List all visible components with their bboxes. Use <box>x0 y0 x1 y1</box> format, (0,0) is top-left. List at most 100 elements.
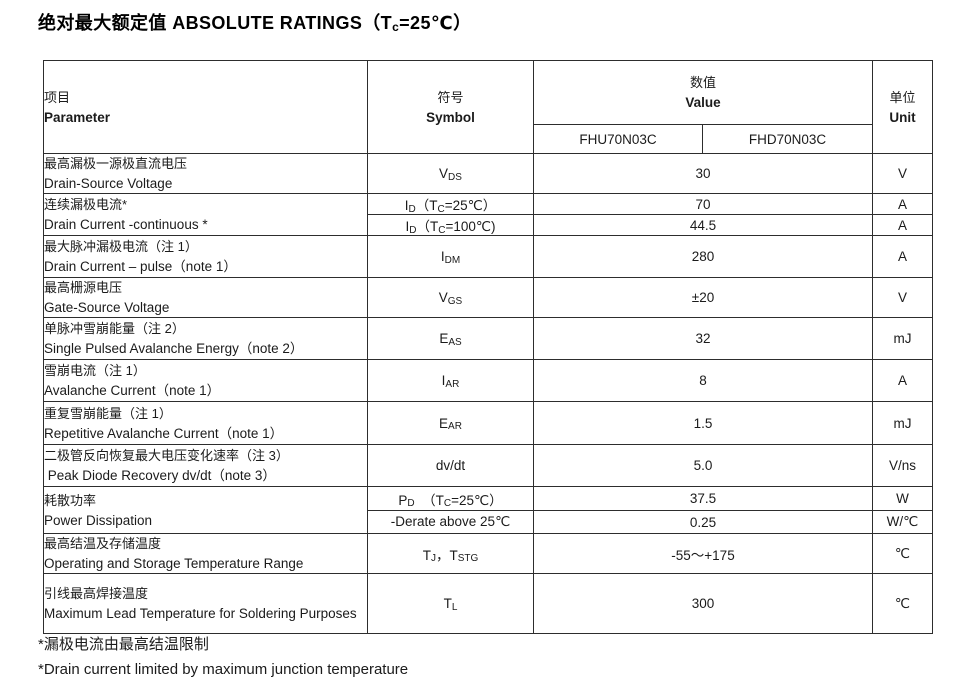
param-zh: 最高漏极一源极直流电压 <box>44 156 188 171</box>
param-cell-id: 连续漏极电流* Drain Current -continuous * <box>43 193 368 236</box>
symbol-cell-idm: IDM <box>367 235 534 278</box>
symbol-cell-iar: IAR <box>367 359 534 402</box>
row-repetitive-avalanche-energy: 重复雪崩能量（注 1） Repetitive Avalanche Current… <box>43 401 933 445</box>
param-en: Repetitive Avalanche Current（note 1） <box>44 425 284 441</box>
param-cell-ear: 重复雪崩能量（注 1） Repetitive Avalanche Current… <box>43 401 368 445</box>
header-row-models: FHU70N03C FHD70N03C <box>44 124 933 154</box>
param-zh: 连续漏极电流* <box>44 197 128 212</box>
row-gate-source-voltage: 最高栅源电压 Gate-Source Voltage VGS ±20 V <box>43 277 933 318</box>
unit-cell-iar: A <box>872 359 933 402</box>
value-cell-derate: 0.25 <box>533 510 873 534</box>
footnote-en: *Drain current limited by maximum juncti… <box>38 661 409 678</box>
unit-cell-id-100c: A <box>872 214 933 236</box>
value-cell-tj: -55～+175 <box>533 533 873 574</box>
param-cell-idm: 最大脉冲漏极电流（注 1） Drain Current – pulse（note… <box>43 235 368 278</box>
row-peak-diode-recovery-dvdt: 二极管反向恢复最大电压变化速率（注 3） Peak Diode Recovery… <box>43 444 933 487</box>
param-zh: 引线最高焊接温度 <box>44 586 149 601</box>
param-en: Single Pulsed Avalanche Energy（note 2） <box>44 341 304 356</box>
param-zh: 最高结温及存储温度 <box>44 536 162 551</box>
page-title: 绝对最大额定值 ABSOLUTE RATINGS（Tc=25℃） <box>38 13 472 34</box>
param-zh: 单脉冲雪崩能量（注 2） <box>44 321 185 336</box>
value-cell-tl: 300 <box>533 573 873 634</box>
value-cell-pd: 37.5 <box>533 486 873 511</box>
symbol-cell-eas: EAS <box>367 317 534 360</box>
value-cell-eas: 32 <box>533 317 873 360</box>
header-value-cell: 数值 Value <box>533 60 873 125</box>
unit-cell-dvdt: V/ns <box>872 444 933 487</box>
symbol-cell-dvdt: dv/dt <box>367 444 534 487</box>
symbol-cell-pd: PD （TC=25℃） <box>367 486 534 511</box>
symbol-cell-vgs: VGS <box>367 277 534 318</box>
symbol-cell-id-100c: ID（TC=100℃) <box>367 214 534 236</box>
value-cell-iar: 8 <box>533 359 873 402</box>
param-en: Power Dissipation <box>44 512 153 528</box>
symbol-cell-vds: VDS <box>367 153 534 194</box>
value-cell-idm: 280 <box>533 235 873 278</box>
row-derate-above-25c: -Derate above 25℃ 0.25 W/℃ <box>44 510 933 534</box>
header-row-main: 项目 Parameter 符号 Symbol 数值 Value 单位 Unit <box>43 60 933 154</box>
unit-cell-ear: mJ <box>872 401 933 445</box>
param-zh: 最高栅源电压 <box>44 280 123 295</box>
header-model-fhd70n03c: FHD70N03C <box>702 124 873 154</box>
header-value-en: Value <box>685 95 721 110</box>
symbol-cell-id-25c: ID（TC=25℃） <box>367 193 534 215</box>
header-value-zh: 数值 <box>689 75 716 90</box>
symbol-cell-derate: -Derate above 25℃ <box>367 510 534 534</box>
header-unit-zh: 单位 <box>889 89 916 105</box>
param-cell-pd: 耗散功率 Power Dissipation <box>43 486 368 534</box>
param-en: Drain Current – pulse（note 1） <box>44 259 237 274</box>
value-cell-dvdt: 5.0 <box>533 444 873 487</box>
param-cell-iar: 雪崩电流（注 1） Avalanche Current（note 1） <box>43 359 368 402</box>
param-en: Operating and Storage Temperature Range <box>44 556 304 571</box>
unit-cell-eas: mJ <box>872 317 933 360</box>
header-symbol-cell: 符号 Symbol <box>367 60 534 154</box>
header-symbol-zh: 符号 <box>437 89 464 105</box>
param-en: Drain-Source Voltage <box>44 176 173 191</box>
header-parameter-en: Parameter <box>44 109 111 125</box>
row-avalanche-current: 雪崩电流（注 1） Avalanche Current（note 1） IAR … <box>43 359 933 402</box>
header-parameter-cell: 项目 Parameter <box>43 60 368 154</box>
row-lead-temperature: 引线最高焊接温度 Maximum Lead Temperature for So… <box>43 573 933 634</box>
row-single-pulsed-avalanche-energy: 单脉冲雪崩能量（注 2） Single Pulsed Avalanche Ene… <box>43 317 933 360</box>
value-cell-vgs: ±20 <box>533 277 873 318</box>
param-cell-vds: 最高漏极一源极直流电压 Drain-Source Voltage <box>43 153 368 194</box>
value-cell-id-25c: 70 <box>533 193 873 215</box>
param-zh: 最大脉冲漏极电流（注 1） <box>44 239 198 254</box>
param-en: Gate-Source Voltage <box>44 300 170 315</box>
unit-cell-idm: A <box>872 235 933 278</box>
unit-cell-derate: W/℃ <box>872 510 933 534</box>
row-operating-storage-temperature: 最高结温及存储温度 Operating and Storage Temperat… <box>43 533 933 574</box>
param-cell-tj: 最高结温及存储温度 Operating and Storage Temperat… <box>43 533 368 574</box>
param-en: Drain Current -continuous * <box>44 217 208 232</box>
unit-cell-vds: V <box>872 153 933 194</box>
symbol-cell-tl: TL <box>367 573 534 634</box>
param-en: Avalanche Current（note 1） <box>44 383 221 398</box>
param-zh: 耗散功率 <box>44 492 97 508</box>
header-symbol-en: Symbol <box>426 109 475 125</box>
row-drain-source-voltage: 最高漏极一源极直流电压 Drain-Source Voltage VDS 30 … <box>43 153 933 194</box>
row-drain-current-pulse: 最大脉冲漏极电流（注 1） Drain Current – pulse（note… <box>43 235 933 278</box>
value-cell-ear: 1.5 <box>533 401 873 445</box>
param-zh: 重复雪崩能量（注 1） <box>44 405 172 421</box>
row-drain-current-25c: 连续漏极电流* Drain Current -continuous * ID（T… <box>43 193 933 236</box>
header-unit-en: Unit <box>889 109 916 125</box>
header-unit-cell: 单位 Unit <box>872 60 933 154</box>
symbol-cell-tj: TJ，TSTG <box>367 533 534 574</box>
value-cell-id-100c: 44.5 <box>533 214 873 236</box>
value-cell-vds: 30 <box>533 153 873 194</box>
header-parameter-zh: 项目 <box>44 89 71 105</box>
unit-cell-tj: ℃ <box>872 533 933 574</box>
param-cell-tl: 引线最高焊接温度 Maximum Lead Temperature for So… <box>43 573 368 634</box>
param-en: Maximum Lead Temperature for Soldering P… <box>44 606 357 621</box>
unit-cell-vgs: V <box>872 277 933 318</box>
unit-cell-pd: W <box>872 486 933 511</box>
header-model-fhu70n03c: FHU70N03C <box>533 124 703 154</box>
row-power-dissipation: 耗散功率 Power Dissipation PD （TC=25℃） 37.5 … <box>43 486 933 534</box>
param-cell-eas: 单脉冲雪崩能量（注 2） Single Pulsed Avalanche Ene… <box>43 317 368 360</box>
symbol-cell-ear: EAR <box>367 401 534 445</box>
param-zh: 二极管反向恢复最大电压变化速率（注 3） <box>44 448 289 463</box>
param-cell-vgs: 最高栅源电压 Gate-Source Voltage <box>43 277 368 318</box>
param-en: Peak Diode Recovery dv/dt（note 3） <box>44 468 276 483</box>
footnote-zh: *漏极电流由最高结温限制 <box>38 636 209 653</box>
